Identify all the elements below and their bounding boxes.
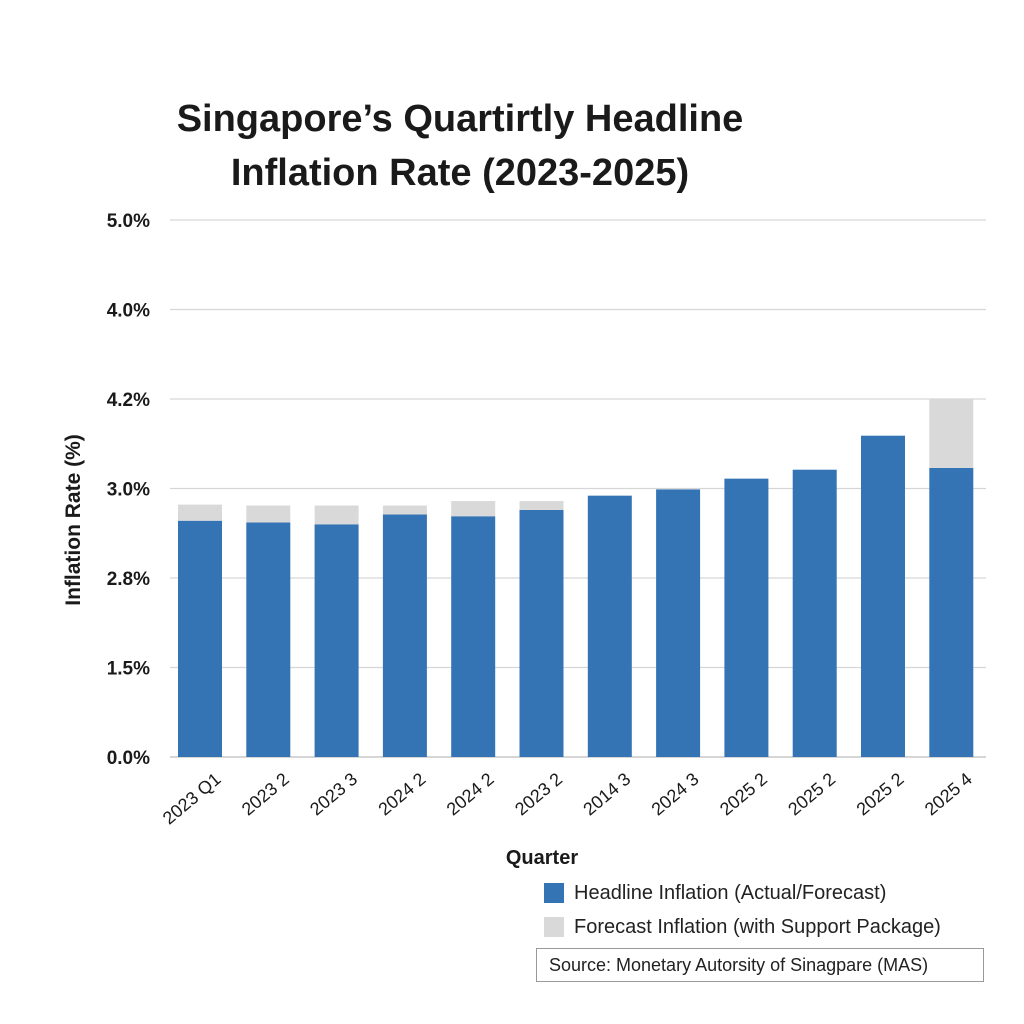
legend-item-forecast: Forecast Inflation (with Support Package… <box>544 912 941 942</box>
legend-label-forecast: Forecast Inflation (with Support Package… <box>574 915 941 938</box>
y-axis-ticks: 0.0% 1.5% 2.8% 3.0% 4.2% 4.0% 5.0% <box>107 211 150 769</box>
bar-headline <box>792 469 837 757</box>
bar-forecast <box>178 504 222 521</box>
bar-headline <box>724 478 769 757</box>
legend: Headline Inflation (Actual/Forecast) For… <box>544 878 941 946</box>
y-tick-label: 1.5% <box>107 659 150 680</box>
x-tick-label: 2023 3 <box>306 769 361 820</box>
bar-headline <box>246 522 291 757</box>
x-tick-label: 2014 3 <box>579 769 634 820</box>
x-axis-ticks: 2023 Q1 2023 2 2023 3 2024 2 2024 2 2023 2 201… <box>159 769 976 829</box>
bar-forecast <box>314 505 359 525</box>
x-tick-label: 2024 2 <box>443 769 498 820</box>
gridlines <box>170 219 986 758</box>
bar-headline <box>382 514 427 757</box>
y-tick-label: 2.8% <box>107 569 150 590</box>
y-axis-label: Inflation Rate (%) <box>62 434 85 606</box>
bar-headline <box>656 489 701 757</box>
y-tick-label: 4.2% <box>107 390 150 411</box>
x-axis-label: Quarter <box>506 847 578 869</box>
bar-headline <box>861 435 905 757</box>
x-tick-label: 2025 2 <box>784 769 839 820</box>
x-tick-label: 2024 2 <box>374 769 429 820</box>
bar-forecast <box>451 501 496 517</box>
bar-headline <box>519 509 564 757</box>
bar-forecast <box>246 505 291 523</box>
bar-headline <box>314 524 359 757</box>
bar-headline <box>587 495 632 757</box>
y-tick-label: 3.0% <box>107 480 150 501</box>
x-tick-label: 2025 2 <box>853 769 908 820</box>
bar-forecast <box>382 505 427 515</box>
legend-item-headline: Headline Inflation (Actual/Forecast) <box>544 878 941 908</box>
bar-headline <box>929 467 974 757</box>
legend-swatch-forecast <box>544 917 564 937</box>
x-tick-label: 2025 4 <box>921 769 976 820</box>
legend-swatch-headline <box>544 883 564 903</box>
x-tick-label: 2023 Q1 <box>159 769 225 829</box>
bar-headline <box>451 516 496 757</box>
x-tick-label: 2023 2 <box>511 769 566 820</box>
legend-label-headline: Headline Inflation (Actual/Forecast) <box>574 881 887 904</box>
bar-headline <box>178 520 222 757</box>
bar-forecast <box>929 399 974 468</box>
bar-forecast <box>519 501 564 510</box>
chart-title: Singapore’s Quartirtly Headline Inflatio… <box>176 98 744 194</box>
x-tick-label: 2023 2 <box>238 769 293 820</box>
source-note: Source: Monetary Autorsity of Sinagpare … <box>536 948 984 982</box>
x-tick-label: 2024 3 <box>648 769 703 820</box>
y-tick-label: 0.0% <box>107 748 150 769</box>
y-tick-label: 5.0% <box>107 211 150 232</box>
x-tick-label: 2025 2 <box>716 769 771 820</box>
bars <box>178 399 974 757</box>
y-tick-label: 4.0% <box>107 301 150 322</box>
